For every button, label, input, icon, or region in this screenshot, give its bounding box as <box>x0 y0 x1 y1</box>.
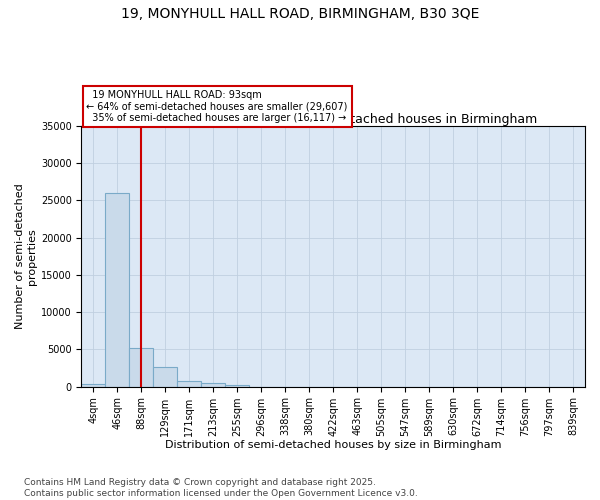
Y-axis label: Number of semi-detached
properties: Number of semi-detached properties <box>15 184 37 329</box>
Bar <box>177 380 201 386</box>
Bar <box>82 384 106 386</box>
Text: Contains HM Land Registry data © Crown copyright and database right 2025.
Contai: Contains HM Land Registry data © Crown c… <box>24 478 418 498</box>
Bar <box>106 193 130 386</box>
Bar <box>154 366 177 386</box>
Bar <box>130 348 154 387</box>
Text: 19 MONYHULL HALL ROAD: 93sqm
← 64% of semi-detached houses are smaller (29,607)
: 19 MONYHULL HALL ROAD: 93sqm ← 64% of se… <box>86 90 348 124</box>
Title: Size of property relative to semi-detached houses in Birmingham: Size of property relative to semi-detach… <box>129 113 538 126</box>
Bar <box>225 385 249 386</box>
X-axis label: Distribution of semi-detached houses by size in Birmingham: Distribution of semi-detached houses by … <box>165 440 502 450</box>
Text: 19, MONYHULL HALL ROAD, BIRMINGHAM, B30 3QE: 19, MONYHULL HALL ROAD, BIRMINGHAM, B30 … <box>121 8 479 22</box>
Bar <box>201 383 225 386</box>
